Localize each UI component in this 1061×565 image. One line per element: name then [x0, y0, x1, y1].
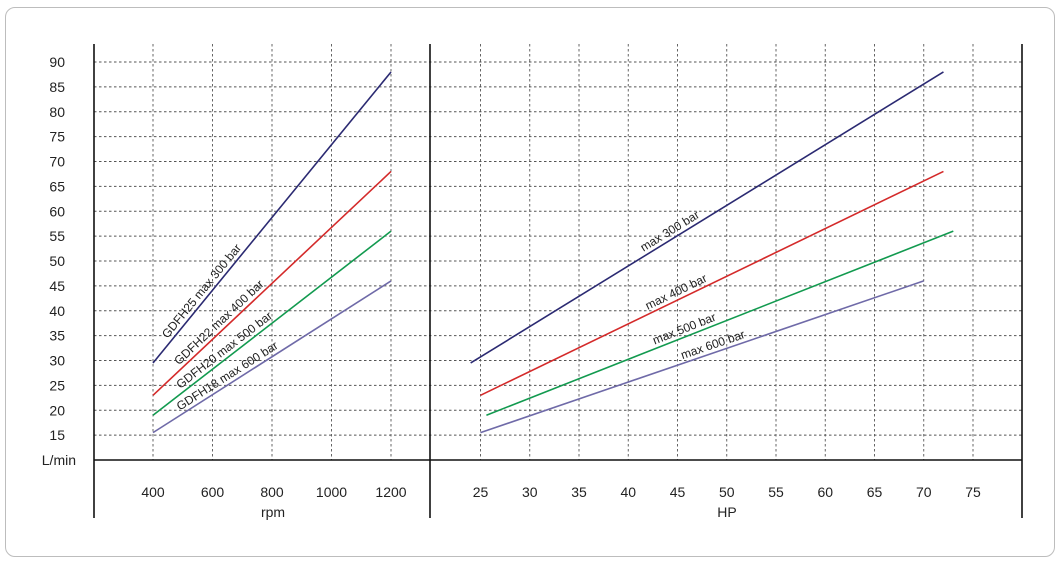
x-tick-label-hp: 40: [620, 484, 636, 500]
x-tick-label-rpm: 800: [260, 484, 284, 500]
y-tick-label: 25: [49, 377, 65, 393]
y-tick-label: 45: [49, 278, 65, 294]
x-tick-label-rpm: 1000: [316, 484, 347, 500]
y-tick-label: 15: [49, 427, 65, 443]
y-tick-label: 85: [49, 79, 65, 95]
y-tick-label: 70: [49, 154, 65, 170]
x-tick-label-hp: 60: [817, 484, 833, 500]
series-line-rpm: [152, 71, 392, 364]
x-tick-label-hp: 35: [571, 484, 587, 500]
x-axis-label-hp: HP: [717, 504, 736, 520]
x-tick-label-hp: 45: [670, 484, 686, 500]
x-tick-label-rpm: 400: [141, 484, 165, 500]
chart-frame: [5, 7, 1055, 557]
series-line-rpm: [152, 230, 392, 416]
y-tick-label: 30: [49, 353, 65, 369]
grid-layer: [94, 44, 1022, 460]
x-tick-label-rpm: 1200: [375, 484, 406, 500]
x-tick-label-hp: 30: [522, 484, 538, 500]
series-line-hp: [480, 170, 944, 397]
y-tick-label: 40: [49, 303, 65, 319]
y-tick-label: 50: [49, 253, 65, 269]
x-axis-label-rpm: rpm: [261, 504, 285, 520]
y-tick-label: 60: [49, 203, 65, 219]
y-tick-label: 90: [49, 54, 65, 70]
y-tick-label: 80: [49, 104, 65, 120]
x-tick-label-hp: 50: [719, 484, 735, 500]
label-layer: 15 20 25 30 35 40 45 50 55 60 65 70 75 80 85 90 L/min 400…: [42, 54, 981, 520]
x-tick-label-hp: 25: [473, 484, 489, 500]
series-label-hp: max 400 bar: [643, 271, 709, 313]
x-tick-label-rpm: 600: [201, 484, 225, 500]
axis-layer: [93, 44, 1023, 518]
x-tick-label-hp: 75: [965, 484, 981, 500]
series-line-rpm: [152, 280, 392, 434]
x-tick-label-hp: 55: [768, 484, 784, 500]
series-line-hp: [470, 71, 944, 364]
y-tick-label: 75: [49, 129, 65, 145]
series-layer: [152, 71, 954, 434]
series-line-hp: [480, 280, 925, 434]
x-tick-label-hp: 70: [916, 484, 932, 500]
y-tick-label: 65: [49, 178, 65, 194]
y-tick-label: 35: [49, 328, 65, 344]
y-tick-label: 20: [49, 402, 65, 418]
series-label-rpm: GDFH25 max 300 bar: [159, 241, 244, 341]
series-line-hp: [486, 230, 954, 416]
y-axis-label: L/min: [42, 452, 76, 468]
series-label-hp: max 300 bar: [638, 208, 702, 255]
series-line-rpm: [152, 170, 392, 396]
y-tick-label: 55: [49, 228, 65, 244]
x-tick-label-hp: 65: [867, 484, 883, 500]
